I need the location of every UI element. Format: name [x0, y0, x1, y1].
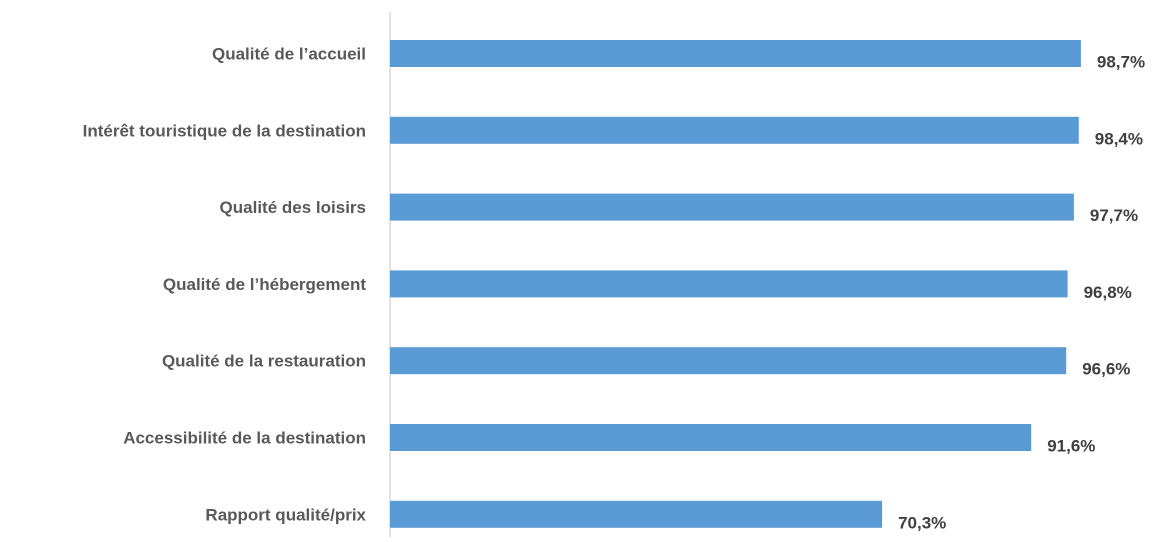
bar-2 — [390, 116, 1079, 144]
category-label-6: Accessibilité de la destination — [123, 429, 366, 448]
value-label-5: 96,6% — [1082, 360, 1130, 379]
category-label-7: Rapport qualité/prix — [205, 505, 366, 524]
bar-7 — [390, 500, 883, 528]
value-label-3: 97,7% — [1090, 206, 1138, 225]
category-label-4: Qualité de l’hébergement — [163, 275, 366, 294]
category-label-2: Intérêt touristique de la destination — [83, 121, 366, 140]
bar-6 — [390, 424, 1032, 451]
category-label-3: Qualité des loisirs — [220, 198, 366, 217]
bar-1 — [390, 40, 1081, 67]
bar-5 — [390, 347, 1067, 375]
value-label-6: 91,6% — [1047, 437, 1095, 456]
category-label-1: Qualité de l’accueil — [212, 45, 366, 64]
category-labels-group: Qualité de l’accueil Intérêt touristique … — [83, 45, 367, 525]
value-label-7: 70,3% — [898, 513, 946, 532]
value-label-1: 98,7% — [1097, 53, 1145, 72]
value-label-2: 98,4% — [1095, 129, 1143, 148]
bar-3 — [390, 193, 1074, 221]
category-label-5: Qualité de la restauration — [162, 352, 366, 371]
bar-4 — [390, 270, 1068, 298]
bars-group — [390, 40, 1081, 528]
value-labels-group: 98,7% 98,4% 97,7% 96,8% 96,6% 91,6% 70,3% — [898, 53, 1145, 533]
value-label-4: 96,8% — [1084, 283, 1132, 302]
